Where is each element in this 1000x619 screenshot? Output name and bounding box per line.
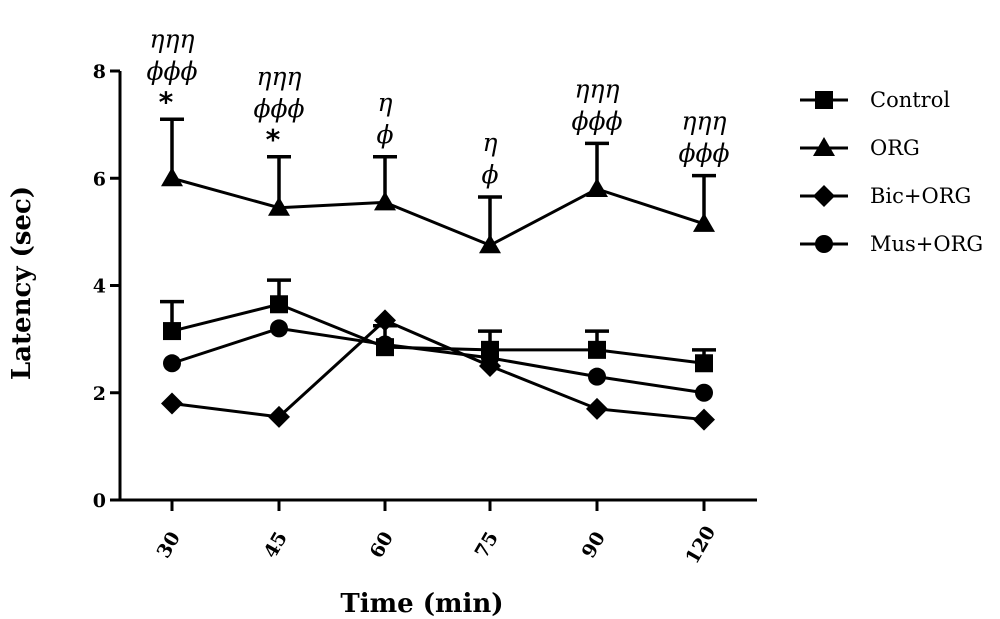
legend-item: ORG: [800, 136, 920, 160]
legend-item: Mus+ORG: [800, 232, 983, 256]
data-point: [588, 340, 606, 359]
legend-marker: [813, 185, 835, 207]
legend-label: Mus+ORG: [870, 232, 983, 256]
data-point: [268, 405, 290, 428]
data-point: [376, 335, 394, 354]
significance-symbol: η: [483, 128, 498, 157]
significance-symbol: ϕ: [481, 160, 498, 189]
data-point: [479, 234, 501, 254]
series-line: [171, 326, 705, 395]
x-tick-label: 60: [366, 528, 398, 562]
data-point: [161, 167, 183, 187]
data-point: [161, 392, 183, 415]
significance-symbol: ϕ: [376, 120, 393, 149]
significance-symbol: ηηη: [682, 107, 727, 136]
data-point: [270, 295, 288, 314]
series-org: [160, 117, 716, 254]
data-point: [163, 354, 181, 373]
legend-item: Control: [800, 88, 950, 112]
significance-star: *: [266, 123, 281, 156]
series-line: [171, 176, 705, 247]
data-point: [693, 408, 715, 431]
legend-label: Bic+ORG: [870, 184, 971, 208]
legend-marker: [813, 137, 835, 156]
data-point: [268, 196, 290, 216]
legend-label: ORG: [870, 136, 920, 160]
data-point: [374, 309, 396, 332]
series-mus-org: [163, 319, 713, 402]
significance-symbol: ϕϕϕ: [146, 56, 197, 85]
x-tick-label: 120: [681, 522, 720, 567]
axes: 0 2 4 6 8 30 45 60 75 90 120: [93, 61, 757, 568]
data-point: [586, 177, 608, 197]
data-point: [693, 212, 715, 232]
y-tick-label: 2: [93, 383, 106, 405]
y-tick-label: 0: [93, 490, 106, 512]
x-tick-label: 75: [471, 528, 503, 562]
data-point: [163, 322, 181, 341]
significance-star: *: [159, 85, 174, 118]
data-point: [586, 397, 608, 420]
legend-marker: [815, 235, 833, 253]
y-tick-label: 6: [93, 168, 106, 190]
data-point: [374, 191, 396, 211]
legend-marker: [815, 91, 833, 109]
x-tick-label: 45: [260, 528, 292, 562]
data-point: [695, 383, 713, 402]
data-point: [588, 367, 606, 386]
x-axis-title: Time (min): [340, 589, 503, 619]
x-tick-label: 30: [153, 528, 185, 562]
x-tick-label: 90: [578, 528, 610, 562]
significance-symbol: ϕϕϕ: [253, 94, 304, 123]
series-bic-org: [161, 309, 715, 431]
series-line: [171, 302, 705, 365]
significance-symbol: ηηη: [257, 62, 302, 91]
series-control: [160, 278, 716, 373]
data-point: [481, 348, 499, 367]
significance-symbol: η: [378, 88, 393, 117]
significance-symbol: ϕϕϕ: [571, 106, 622, 135]
series-line: [171, 318, 705, 422]
y-axis-title: Latency (sec): [7, 186, 37, 380]
significance-symbol: ϕϕϕ: [678, 139, 729, 168]
legend: Control ORG Bic+ORG Mus+ORG: [800, 88, 983, 256]
series-layer: [160, 117, 716, 431]
significance-symbol: ηηη: [150, 24, 195, 53]
data-point: [270, 319, 288, 338]
y-tick-label: 4: [93, 276, 106, 298]
significance-symbol: ηηη: [575, 74, 620, 103]
legend-item: Bic+ORG: [800, 184, 971, 208]
legend-label: Control: [870, 88, 950, 112]
y-tick-label: 8: [93, 61, 106, 83]
data-point: [695, 354, 713, 373]
